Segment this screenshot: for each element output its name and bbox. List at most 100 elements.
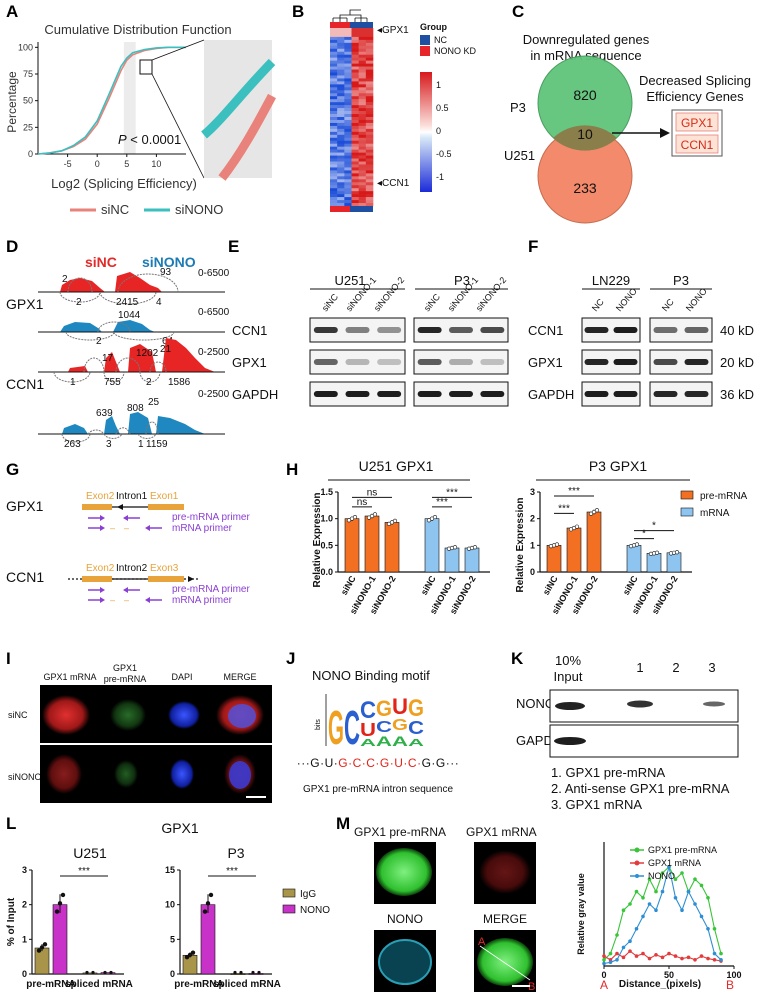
blot-e-cell-u251: U251 <box>334 273 365 288</box>
t4-label-1: 808 <box>127 403 144 414</box>
ccn1-exon3-label: Exon3 <box>150 563 179 574</box>
heatmap-cell <box>351 179 359 183</box>
heatmap-cell <box>337 102 345 106</box>
heatmap-cell <box>344 197 352 201</box>
heatmap-cell <box>358 75 367 79</box>
l-sig-label: *** <box>78 866 90 877</box>
heatmap-cell <box>337 114 345 118</box>
panel-letter-j: J <box>286 649 295 668</box>
h-xtick-label: siNC <box>621 574 640 597</box>
heatmap-cell <box>351 108 359 112</box>
t3-label-2: 21 <box>160 344 172 355</box>
m-legend-nono: NONO <box>648 871 675 881</box>
heatmap-cell <box>358 167 367 171</box>
heatmap-cell <box>344 188 352 192</box>
h-ytick-label: 0 <box>530 567 535 577</box>
heatmap-cell <box>358 149 367 153</box>
heatmap-cell <box>337 93 345 97</box>
heatmap-cell <box>330 137 338 142</box>
m-point <box>654 889 658 894</box>
m-point <box>680 871 684 875</box>
blot-band <box>613 391 638 397</box>
heatmap-cell <box>365 203 374 207</box>
m-legend-mrna: GPX1 mRNA <box>648 858 701 868</box>
heatmap-cell <box>365 36 374 41</box>
heatmap-cell <box>337 28 345 32</box>
l-bar <box>100 972 116 975</box>
blot-lane-label: NC <box>590 297 606 314</box>
m-legend-nono-dot <box>635 874 639 878</box>
svg-text:C: C <box>408 718 424 738</box>
heatmap-cell <box>351 63 359 67</box>
sashimi-track4-coverage <box>38 412 225 434</box>
i-cell-r1-dapi <box>168 701 200 729</box>
heatmap-cell <box>358 57 367 61</box>
sashimi-track4-arc5 <box>103 433 123 439</box>
l-dot <box>103 970 107 975</box>
ccn1-mrna-primer-label: mRNA primer <box>172 595 233 606</box>
panel-d: D siNC siNONO GPX1 CCN1 2 93 2 2415 4 0-… <box>6 237 230 450</box>
heatmap-cell <box>351 78 359 82</box>
h-sig-label: * <box>642 529 646 540</box>
m-merge-point-a: A <box>478 936 486 948</box>
heatmap-cell <box>330 90 338 94</box>
heatmap-cell <box>330 140 338 144</box>
blot-band <box>313 359 338 365</box>
l-dot <box>85 970 89 975</box>
heatmap-gene-gpx1: ◂GPX1 <box>377 25 409 36</box>
heatmap-cell <box>330 57 338 61</box>
heatmap-cell <box>337 119 345 124</box>
heatmap-cell <box>337 36 345 41</box>
blot-f-cell-ln229: LN229 <box>592 273 630 288</box>
heatmap-cell <box>344 164 352 168</box>
m-cell-mrna <box>479 850 531 894</box>
heatmap-cell <box>351 57 359 61</box>
k-band-nono-3 <box>703 701 725 707</box>
heatmap-cell <box>358 60 367 64</box>
decreased-genes-title-1: Decreased Splicing <box>639 73 751 88</box>
blot-row-label: CCN1 <box>528 323 563 338</box>
heatmap-cell <box>337 78 345 82</box>
heatmap-cell <box>351 170 359 174</box>
m-point <box>634 927 639 931</box>
i-col-dapi: DAPI <box>171 672 192 682</box>
heatmap-cell <box>358 143 367 147</box>
heatmap-cell <box>344 84 352 88</box>
ccn1-premrna-primer-label: pre-mRNA primer <box>172 584 250 595</box>
blot-band <box>480 327 505 333</box>
heatmap-cell <box>358 48 367 53</box>
heatmap-cell <box>358 122 367 127</box>
blot-band <box>684 359 709 365</box>
heatmap-cell <box>365 78 374 82</box>
heatmap-cell <box>330 45 338 50</box>
heatmap-cell <box>344 176 352 180</box>
m-cell-premrna <box>376 848 432 896</box>
scale-tick-neg-1: -1 <box>436 172 444 182</box>
m-point <box>667 951 671 956</box>
heatmap-cell <box>351 176 359 180</box>
heatmap-cell <box>330 30 338 35</box>
m-point <box>621 908 626 912</box>
blot-band <box>417 359 442 365</box>
heatmap-cell <box>330 111 338 115</box>
k-lane-2: 2 <box>672 660 679 675</box>
heatmap-cell <box>351 72 359 76</box>
heatmap-cell <box>365 125 374 130</box>
blot-band <box>480 391 505 397</box>
l-dot <box>109 970 113 975</box>
heatmap-cell <box>344 105 352 109</box>
heatmap-cell <box>365 51 374 55</box>
heatmap-cell <box>337 200 345 204</box>
heatmap-cell <box>344 66 352 70</box>
m-point <box>602 954 606 958</box>
m-point <box>719 951 723 956</box>
i-col-premrna-l2: pre-mRNA <box>104 674 147 684</box>
m-point <box>699 954 704 958</box>
heatmap-cell <box>337 149 345 153</box>
heatmap-cell <box>358 102 367 106</box>
heatmap-cell <box>365 167 374 171</box>
